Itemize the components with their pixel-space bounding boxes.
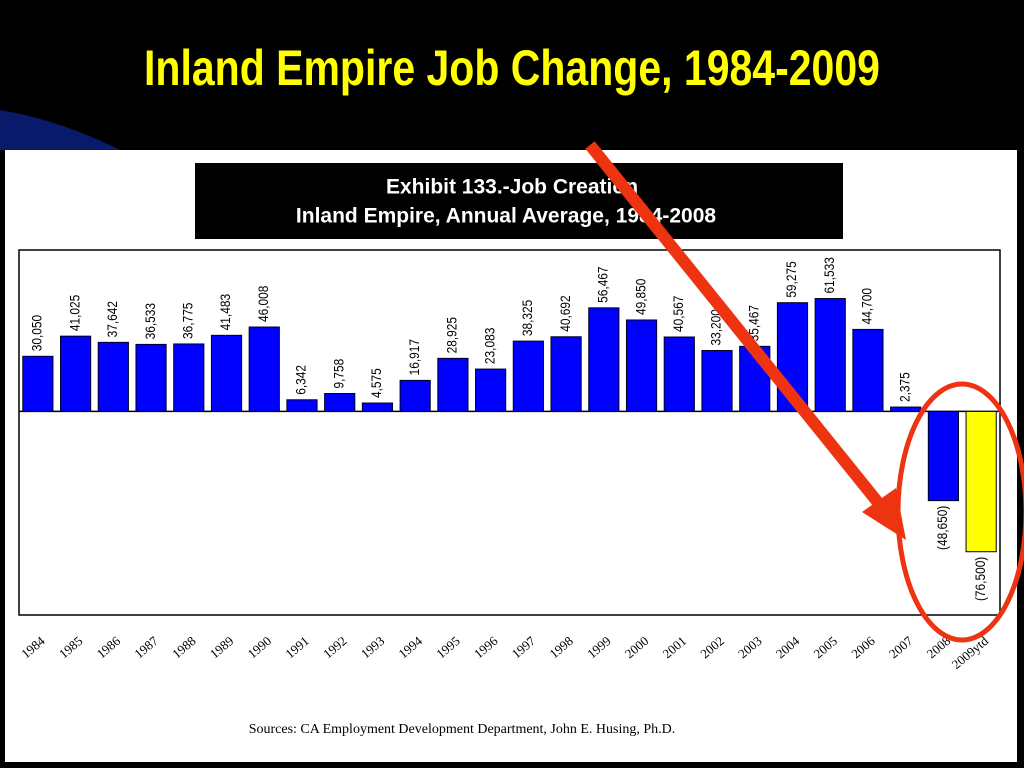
value-label: 41,483 <box>217 294 233 330</box>
value-label: 44,700 <box>859 288 875 324</box>
bar <box>324 393 356 412</box>
value-label: 38,325 <box>519 300 535 336</box>
bar <box>475 368 507 412</box>
value-label: 40,692 <box>557 295 573 331</box>
value-label: 36,533 <box>142 303 158 339</box>
bar <box>361 402 394 412</box>
value-label: 33,200 <box>708 309 724 345</box>
bar <box>701 350 733 412</box>
value-label: 23,083 <box>481 328 497 364</box>
bar <box>22 355 54 412</box>
bar <box>927 410 959 502</box>
source-note: Sources: CA Employment Development Depar… <box>249 722 676 737</box>
bar <box>437 357 469 412</box>
value-label: 30,050 <box>29 315 45 351</box>
bar <box>286 399 318 412</box>
arrow-head <box>862 488 906 540</box>
value-label: 40,567 <box>670 296 686 332</box>
bar <box>852 328 884 412</box>
plot-frame <box>18 249 1001 616</box>
value-label: 28,925 <box>444 317 460 353</box>
highlight-circle <box>895 381 1024 643</box>
value-label: 59,275 <box>783 261 799 297</box>
bar <box>625 319 658 412</box>
value-label: 36,775 <box>180 303 196 339</box>
chart-header <box>195 163 843 239</box>
arrow-shaft <box>585 141 885 509</box>
bar <box>814 298 846 412</box>
chart-panel <box>5 150 1017 762</box>
chart-subtitle: Inland Empire, Annual Average, 1984-2008 <box>296 205 716 228</box>
value-label: 6,342 <box>293 365 309 395</box>
value-label: 4,575 <box>368 368 384 398</box>
background-shape <box>0 110 120 150</box>
chart-title: Exhibit 133.-Job Creation <box>386 176 638 199</box>
value-label: 56,467 <box>595 266 611 302</box>
bar <box>60 335 92 412</box>
bar <box>512 340 544 412</box>
value-label: 61,533 <box>821 257 837 293</box>
value-label: 46,008 <box>255 286 271 322</box>
value-label: 49,850 <box>632 279 648 315</box>
bar <box>173 343 205 412</box>
value-label: 35,467 <box>746 305 762 341</box>
bar <box>588 307 620 412</box>
bar <box>248 326 280 412</box>
value-label: 37,642 <box>104 301 120 337</box>
value-label: 16,917 <box>406 339 422 375</box>
bar <box>399 379 431 412</box>
value-label: (76,500) <box>972 557 988 601</box>
bar <box>135 343 167 412</box>
value-label: 9,758 <box>330 359 346 389</box>
bar <box>210 334 243 412</box>
slide-title: Inland Empire Job Change, 1984-2009 <box>144 40 880 96</box>
value-label: 2,375 <box>896 372 912 402</box>
bar <box>550 336 582 412</box>
bar <box>965 410 997 553</box>
value-label: 41,025 <box>66 295 82 331</box>
bar <box>97 341 129 412</box>
value-label: (48,650) <box>934 506 950 550</box>
bar <box>663 336 695 412</box>
bar <box>890 406 922 412</box>
